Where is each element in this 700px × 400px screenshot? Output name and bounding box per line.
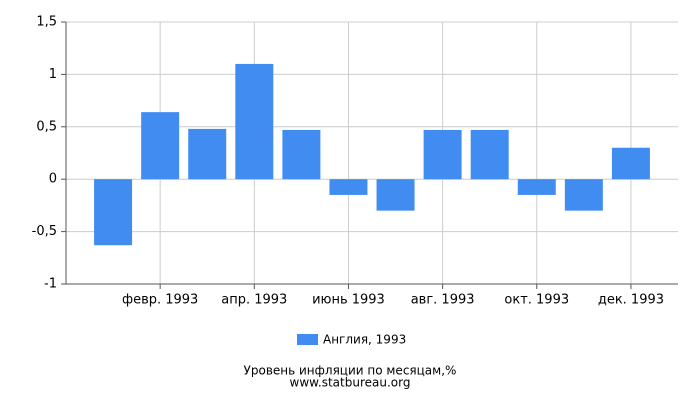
y-tick-label: 1,5 — [36, 15, 57, 30]
y-tick-label: -1 — [44, 277, 57, 292]
bar — [517, 179, 556, 195]
bar — [329, 179, 368, 195]
x-tick-label: дек. 1993 — [598, 293, 664, 308]
x-tick-label: авг. 1993 — [411, 293, 475, 308]
x-tick-label: июнь 1993 — [312, 293, 385, 308]
x-tick-label: апр. 1993 — [221, 293, 287, 308]
y-tick-label: 0,5 — [36, 119, 57, 134]
legend-swatch — [297, 334, 318, 345]
y-tick-label: -0,5 — [32, 224, 57, 239]
y-tick-label: 0 — [49, 172, 57, 187]
bar — [94, 179, 133, 246]
bar — [564, 179, 603, 211]
bar — [188, 128, 227, 180]
legend-label: Англия, 1993 — [323, 333, 406, 347]
bar — [376, 179, 415, 211]
bar — [423, 129, 462, 180]
chart-title: Уровень инфляции по месяцам,% — [244, 364, 457, 378]
x-tick-label: окт. 1993 — [504, 293, 569, 308]
chart-subtitle: www.statbureau.org — [290, 376, 411, 390]
bar — [470, 129, 509, 180]
bar — [235, 63, 274, 180]
y-tick-label: 1 — [49, 67, 57, 82]
bar — [141, 112, 180, 180]
bar — [282, 129, 321, 180]
bar — [611, 147, 650, 180]
x-tick-label: февр. 1993 — [122, 293, 198, 308]
